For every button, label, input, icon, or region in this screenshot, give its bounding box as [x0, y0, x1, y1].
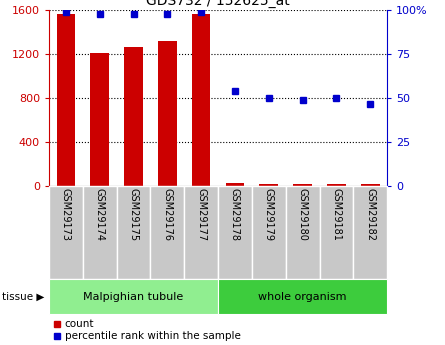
Bar [286, 186, 320, 279]
Bar [117, 186, 150, 279]
Text: GSM29176: GSM29176 [162, 188, 172, 241]
Text: GSM29182: GSM29182 [365, 188, 375, 241]
Bar [259, 184, 278, 186]
Bar [49, 186, 83, 279]
Bar [353, 186, 387, 279]
Title: GDS732 / 152625_at: GDS732 / 152625_at [146, 0, 290, 8]
Text: GSM29179: GSM29179 [264, 188, 274, 241]
Bar [327, 184, 346, 186]
Text: GSM29180: GSM29180 [298, 188, 307, 241]
Bar [83, 186, 117, 279]
Bar [226, 183, 244, 186]
Bar [90, 53, 109, 186]
Bar [361, 184, 380, 186]
Bar [150, 186, 184, 279]
Text: GSM29174: GSM29174 [95, 188, 105, 241]
Bar [252, 186, 286, 279]
Text: tissue ▶: tissue ▶ [2, 292, 44, 302]
Legend: count, percentile rank within the sample: count, percentile rank within the sample [54, 319, 240, 341]
Bar [158, 41, 177, 186]
Text: whole organism: whole organism [259, 292, 347, 302]
Text: GSM29177: GSM29177 [196, 188, 206, 241]
Bar [320, 186, 353, 279]
Text: GSM29175: GSM29175 [129, 188, 138, 241]
Bar [124, 47, 143, 186]
Bar [192, 14, 210, 186]
Bar [57, 14, 75, 186]
Bar [293, 184, 312, 186]
Text: GSM29181: GSM29181 [332, 188, 341, 241]
Bar [218, 186, 252, 279]
Bar [49, 279, 218, 314]
Text: GSM29173: GSM29173 [61, 188, 71, 241]
Bar [218, 279, 387, 314]
Bar [184, 186, 218, 279]
Text: Malpighian tubule: Malpighian tubule [83, 292, 184, 302]
Text: GSM29178: GSM29178 [230, 188, 240, 241]
